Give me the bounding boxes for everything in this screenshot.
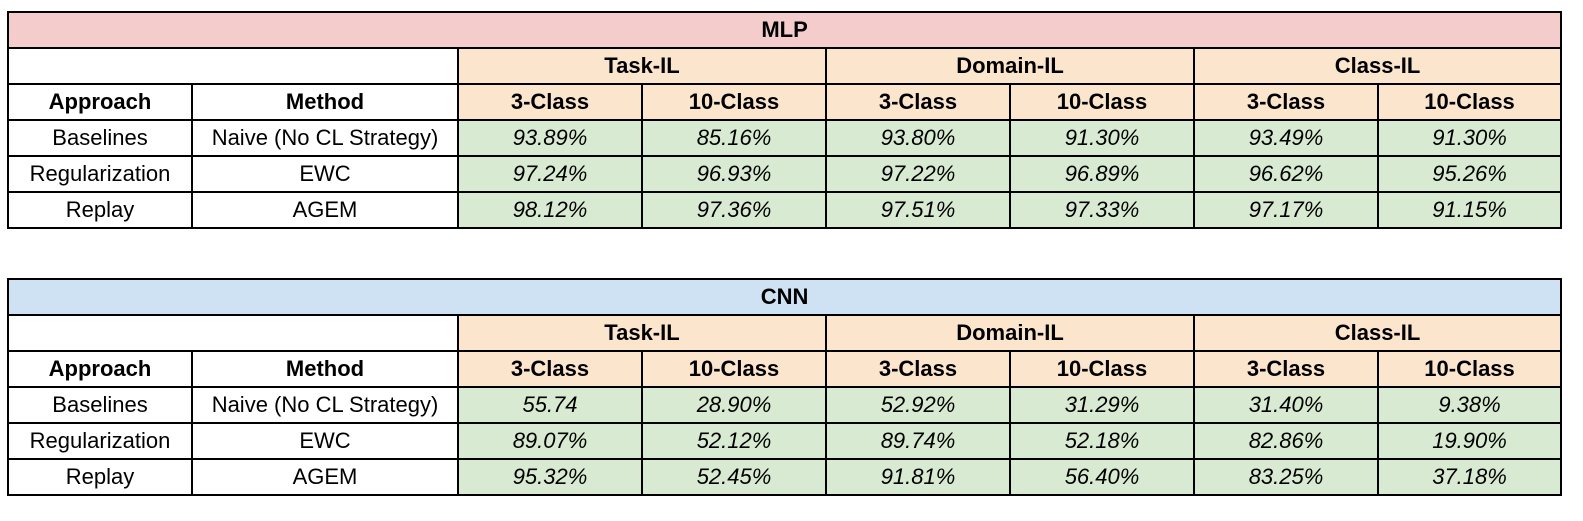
cnn-value-cell: 19.90% [1376, 422, 1563, 460]
cnn-table-title: CNN [6, 278, 1563, 316]
cnn-value-cell: 95.32% [457, 458, 643, 496]
mlp-value-cell: 91.15% [1376, 191, 1563, 229]
mlp-value-cell: 97.17% [1193, 191, 1379, 229]
mlp-approach-cell: Baselines [7, 119, 193, 157]
mlp-value-cell: 97.33% [1009, 191, 1195, 229]
mlp-blank-header-cell [7, 47, 459, 85]
mlp-value-cell: 85.16% [641, 119, 827, 157]
cnn-value-cell: 31.29% [1009, 386, 1195, 424]
cnn-value-cell: 37.18% [1376, 458, 1563, 496]
mlp-method-cell: Naive (No CL Strategy) [191, 119, 459, 157]
cnn-class-count-header: 10-Class [1376, 350, 1563, 388]
mlp-column-header-row: Approach Method 3-Class 10-Class 3-Class 10-C… [7, 83, 1563, 121]
mlp-table-row: Replay AGEM 98.12% 97.36% 97.51% 97.33% 97.17%… [7, 191, 1563, 229]
mlp-approach-cell: Regularization [7, 155, 193, 193]
mlp-value-cell: 97.51% [825, 191, 1011, 229]
mlp-approach-cell: Replay [7, 191, 193, 229]
cnn-value-cell: 28.90% [641, 386, 827, 424]
cnn-results-table: CNN Task-IL Domain-IL Class-IL Approach Metho… [6, 278, 1563, 496]
mlp-title-row: MLP [6, 11, 1563, 49]
cnn-title-row: CNN [6, 278, 1563, 316]
mlp-value-cell: 96.62% [1193, 155, 1379, 193]
cnn-approach-header: Approach [7, 350, 193, 388]
mlp-method-cell: AGEM [191, 191, 459, 229]
mlp-group-header: Domain-IL [825, 47, 1195, 85]
cnn-value-cell: 31.40% [1193, 386, 1379, 424]
mlp-results-table: MLP Task-IL Domain-IL Class-IL Approach Metho… [6, 11, 1563, 229]
cnn-group-header: Task-IL [457, 314, 827, 352]
cnn-table-row: Replay AGEM 95.32% 52.45% 91.81% 56.40% 83.25%… [7, 458, 1563, 496]
cnn-class-count-header: 10-Class [1009, 350, 1195, 388]
mlp-table-row: Baselines Naive (No CL Strategy) 93.89% 85.… [7, 119, 1563, 157]
cnn-class-count-header: 3-Class [825, 350, 1011, 388]
cnn-method-header: Method [191, 350, 459, 388]
mlp-class-count-header: 10-Class [641, 83, 827, 121]
mlp-class-count-header: 3-Class [825, 83, 1011, 121]
mlp-group-header-row: Task-IL Domain-IL Class-IL [7, 47, 1563, 85]
mlp-table-container: MLP Task-IL Domain-IL Class-IL Approach Metho… [6, 11, 1563, 229]
mlp-value-cell: 96.93% [641, 155, 827, 193]
cnn-blank-header-cell [7, 314, 459, 352]
mlp-class-count-header: 10-Class [1376, 83, 1563, 121]
mlp-value-cell: 93.49% [1193, 119, 1379, 157]
cnn-class-count-header: 10-Class [641, 350, 827, 388]
mlp-value-cell: 97.24% [457, 155, 643, 193]
cnn-value-cell: 52.45% [641, 458, 827, 496]
cnn-table-container: CNN Task-IL Domain-IL Class-IL Approach Metho… [6, 278, 1563, 496]
cnn-approach-cell: Regularization [7, 422, 193, 460]
cnn-approach-cell: Replay [7, 458, 193, 496]
mlp-value-cell: 95.26% [1376, 155, 1563, 193]
cnn-approach-cell: Baselines [7, 386, 193, 424]
mlp-method-cell: EWC [191, 155, 459, 193]
cnn-value-cell: 9.38% [1376, 386, 1563, 424]
mlp-value-cell: 93.80% [825, 119, 1011, 157]
mlp-approach-header: Approach [7, 83, 193, 121]
cnn-group-header: Class-IL [1192, 314, 1563, 352]
cnn-class-count-header: 3-Class [1193, 350, 1379, 388]
cnn-value-cell: 52.18% [1009, 422, 1195, 460]
mlp-value-cell: 97.36% [641, 191, 827, 229]
mlp-table-row: Regularization EWC 97.24% 96.93% 97.22% 96.89… [7, 155, 1563, 193]
cnn-value-cell: 82.86% [1193, 422, 1379, 460]
mlp-value-cell: 91.30% [1376, 119, 1563, 157]
cnn-group-header: Domain-IL [825, 314, 1195, 352]
cnn-table-row: Regularization EWC 89.07% 52.12% 89.74% 52.18… [7, 422, 1563, 460]
cnn-column-header-row: Approach Method 3-Class 10-Class 3-Class 10-C… [7, 350, 1563, 388]
mlp-value-cell: 96.89% [1009, 155, 1195, 193]
cnn-method-cell: AGEM [191, 458, 459, 496]
mlp-value-cell: 97.22% [825, 155, 1011, 193]
cnn-table-row: Baselines Naive (No CL Strategy) 55.74 28.9… [7, 386, 1563, 424]
cnn-class-count-header: 3-Class [457, 350, 643, 388]
mlp-value-cell: 93.89% [457, 119, 643, 157]
cnn-method-cell: EWC [191, 422, 459, 460]
mlp-class-count-header: 3-Class [457, 83, 643, 121]
mlp-value-cell: 98.12% [457, 191, 643, 229]
cnn-value-cell: 56.40% [1009, 458, 1195, 496]
cnn-value-cell: 52.92% [825, 386, 1011, 424]
mlp-method-header: Method [191, 83, 459, 121]
mlp-table-title: MLP [6, 11, 1563, 49]
cnn-value-cell: 55.74 [457, 386, 643, 424]
cnn-value-cell: 83.25% [1193, 458, 1379, 496]
cnn-value-cell: 89.07% [457, 422, 643, 460]
cnn-value-cell: 91.81% [825, 458, 1011, 496]
mlp-class-count-header: 3-Class [1193, 83, 1379, 121]
mlp-value-cell: 91.30% [1009, 119, 1195, 157]
mlp-class-count-header: 10-Class [1009, 83, 1195, 121]
cnn-value-cell: 52.12% [641, 422, 827, 460]
cnn-value-cell: 89.74% [825, 422, 1011, 460]
cnn-group-header-row: Task-IL Domain-IL Class-IL [7, 314, 1563, 352]
mlp-group-header: Task-IL [457, 47, 827, 85]
mlp-group-header: Class-IL [1192, 47, 1563, 85]
cnn-method-cell: Naive (No CL Strategy) [191, 386, 459, 424]
